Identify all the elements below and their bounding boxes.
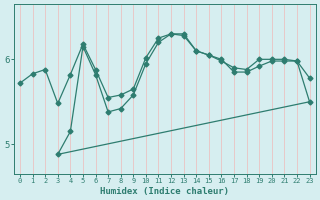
X-axis label: Humidex (Indice chaleur): Humidex (Indice chaleur) xyxy=(100,187,229,196)
